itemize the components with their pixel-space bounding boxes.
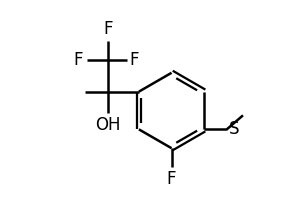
Text: OH: OH: [95, 116, 120, 134]
Text: S: S: [229, 120, 239, 138]
Text: F: F: [167, 170, 176, 188]
Text: F: F: [103, 20, 112, 38]
Text: F: F: [74, 51, 83, 69]
Text: F: F: [130, 51, 139, 69]
